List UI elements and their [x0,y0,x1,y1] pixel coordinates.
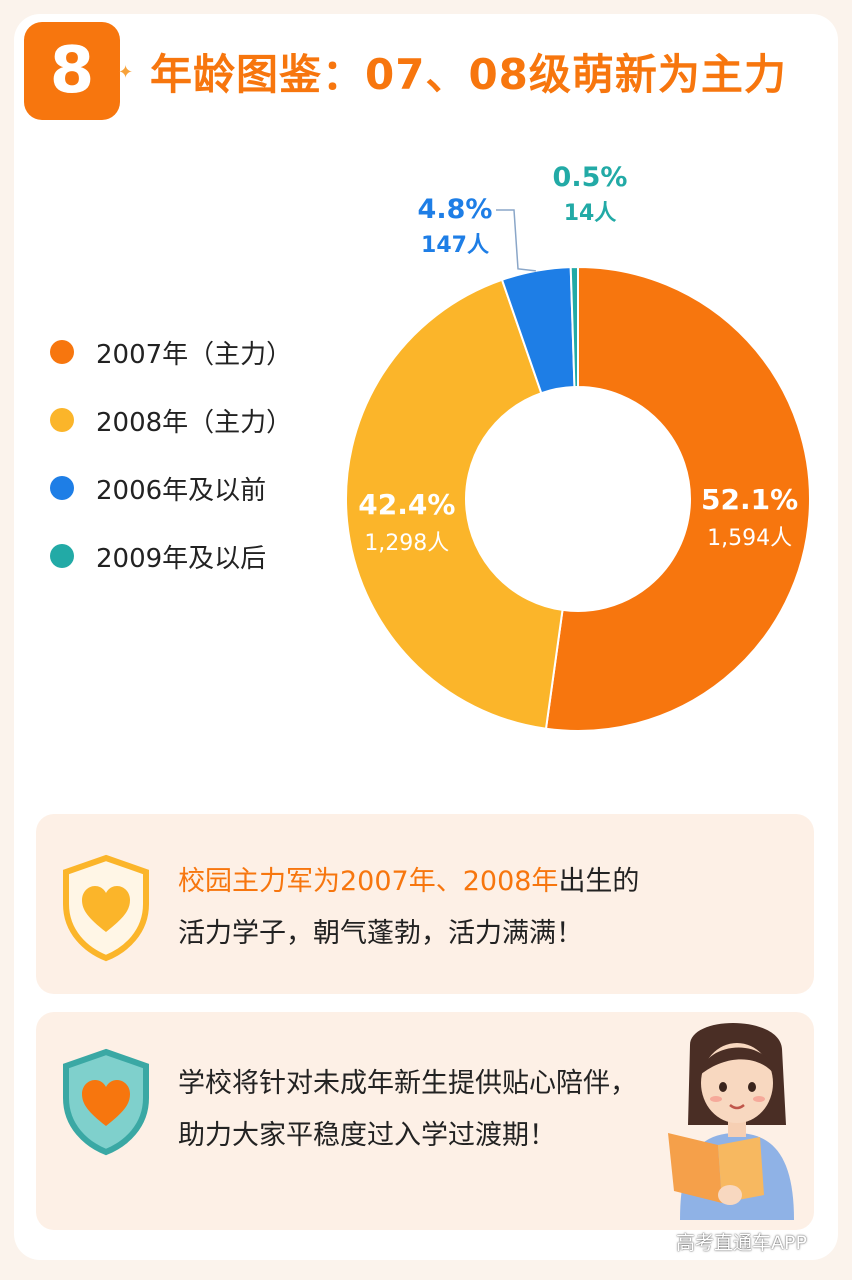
note-highlight: 校园主力军为2007年、2008年 [178,866,559,897]
legend-label: 2009年及以后 [96,543,267,574]
legend-item: 2007年（主力） [50,318,292,386]
legend-item: 2006年及以前 [50,454,292,522]
chart-legend: 2007年（主力） 2008年（主力） 2006年及以前 2009年及以后 [50,318,292,590]
donut-slice [544,265,811,732]
legend-label: 2006年及以前 [96,475,267,506]
donut-slice [345,278,564,730]
data-label-percent: 4.8% [418,194,493,225]
legend-swatch [50,544,74,568]
note-line2: 助力大家平稳度过入学过渡期！ [178,1120,556,1151]
data-label-percent: 52.1% [701,483,798,516]
legend-item: 2008年（主力） [50,386,292,454]
data-label-percent: 42.4% [358,488,455,521]
data-label-count: 147人 [421,233,489,258]
heart-shield-icon [63,1048,149,1156]
sparkle-icon: ✦ [118,62,134,83]
donut-chart: 52.1% 1,594人 42.4% 1,298人 4.8% 147人 0.5% 14人 [345,162,811,732]
legend-label: 2008年（主力） [96,407,293,438]
section-number-badge: 8 [24,22,120,120]
info-box-support: 学校将针对未成年新生提供贴心陪伴， 助力大家平稳度过入学过渡期！ [36,1012,814,1230]
watermark: 高考直通车APP [676,1232,807,1254]
leader-line [496,209,536,272]
heart-shield-icon [63,854,149,962]
note-text: 校园主力军为2007年、2008年出生的 活力学子，朝气蓬勃，活力满满！ [178,856,639,960]
note-text: 学校将针对未成年新生提供贴心陪伴， 助力大家平稳度过入学过渡期！ [178,1058,637,1162]
data-label-percent: 0.5% [553,162,628,193]
info-box-age-majority: 校园主力军为2007年、2008年出生的 活力学子，朝气蓬勃，活力满满！ [36,814,814,994]
section-number: 8 [49,34,95,108]
data-label-count: 1,298人 [364,531,449,556]
legend-swatch [50,476,74,500]
note-rest: 出生的 [558,866,640,897]
legend-item: 2009年及以后 [50,522,292,590]
legend-swatch [50,340,74,364]
legend-swatch [50,408,74,432]
donut-slice [569,265,579,389]
student-reading-illustration [668,1022,794,1220]
data-label-count: 14人 [564,201,617,226]
note-line1: 学校将针对未成年新生提供贴心陪伴， [178,1068,637,1099]
page-title: 年龄图鉴：07、08级萌新为主力 [150,50,787,99]
note-line2: 活力学子，朝气蓬勃，活力满满！ [178,918,583,949]
legend-label: 2007年（主力） [96,339,293,370]
data-label-count: 1,594人 [707,526,792,551]
